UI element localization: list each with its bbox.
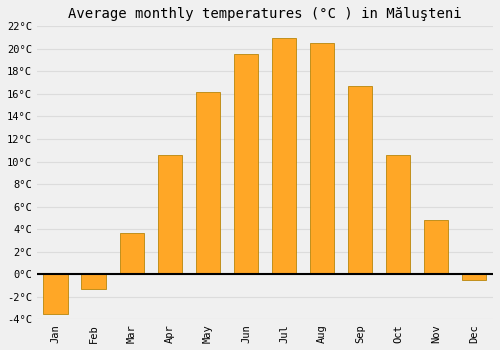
Bar [462, 274, 486, 280]
Bar [348, 86, 372, 274]
Bar [82, 274, 106, 289]
Bar [158, 155, 182, 274]
Bar [44, 274, 68, 314]
Bar [424, 220, 448, 274]
Bar [386, 155, 410, 274]
Bar [234, 55, 258, 274]
Bar [272, 37, 296, 274]
Title: Average monthly temperatures (°C ) in Măluşteni: Average monthly temperatures (°C ) in Mă… [68, 7, 462, 21]
Bar [310, 43, 334, 274]
Bar [196, 92, 220, 274]
Bar [120, 233, 144, 274]
